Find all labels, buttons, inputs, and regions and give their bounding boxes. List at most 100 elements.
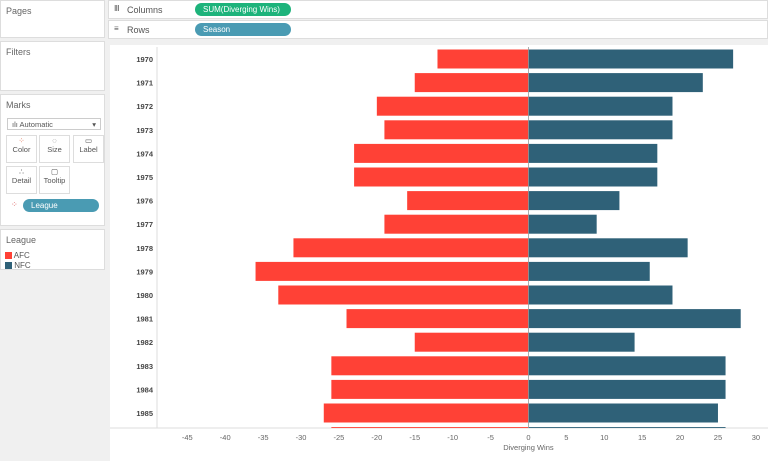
- bar-nfc-1972: [528, 96, 673, 116]
- bar-nfc-1978: [528, 238, 688, 258]
- bar-afc-1981: [346, 309, 529, 329]
- bar-afc-1971: [414, 73, 529, 93]
- legend-card: League AFC NFC: [0, 229, 105, 270]
- rows-shelf[interactable]: ≡ Rows Season: [108, 20, 768, 39]
- year-label: 1982: [136, 338, 153, 347]
- label-label: Label: [79, 145, 98, 154]
- year-label: 1981: [136, 315, 153, 324]
- bar-nfc-1970: [528, 49, 734, 69]
- label-button[interactable]: ▭ Label: [73, 135, 104, 163]
- x-tick-label: -5: [487, 433, 494, 442]
- label-icon: ▭: [84, 136, 93, 145]
- chevron-down-icon: ▾: [92, 120, 96, 129]
- year-label: 1970: [136, 55, 153, 64]
- tooltip-icon: ▢: [50, 167, 59, 176]
- bar-nfc-1986: [528, 427, 726, 428]
- x-tick-label: -20: [371, 433, 382, 442]
- year-label: 1977: [136, 220, 153, 229]
- x-tick-label: -15: [409, 433, 420, 442]
- nfc-label: NFC: [14, 261, 31, 270]
- league-color-pill[interactable]: League: [23, 199, 99, 212]
- legend-item-afc[interactable]: AFC: [5, 251, 30, 260]
- bar-nfc-1976: [528, 191, 620, 211]
- x-tick-label: -30: [296, 433, 307, 442]
- marks-title: Marks: [6, 100, 31, 110]
- x-tick-label: -40: [220, 433, 231, 442]
- x-tick-label: -10: [447, 433, 458, 442]
- bar-afc-1985: [323, 403, 529, 423]
- columns-label: Columns: [127, 5, 163, 15]
- bar-chart-icon: ılı: [12, 120, 20, 129]
- rows-label: Rows: [127, 25, 150, 35]
- bar-afc-1976: [407, 191, 529, 211]
- bar-afc-1970: [437, 49, 529, 69]
- year-label: 1983: [136, 362, 153, 371]
- color-icon: ⁘: [18, 136, 25, 145]
- x-tick-label: 5: [564, 433, 568, 442]
- bar-afc-1980: [278, 285, 529, 305]
- rows-pill-label: Season: [203, 25, 231, 34]
- size-button[interactable]: ◌ Size: [39, 135, 70, 163]
- color-label: Color: [12, 145, 31, 154]
- bar-nfc-1975: [528, 167, 658, 187]
- pages-title: Pages: [6, 6, 32, 16]
- bar-nfc-1981: [528, 309, 741, 329]
- legend-title: League: [6, 235, 37, 245]
- rows-icon: ≡: [114, 24, 119, 33]
- bar-nfc-1977: [528, 214, 597, 234]
- bar-afc-1983: [331, 356, 529, 376]
- year-label: 1985: [136, 409, 153, 418]
- detail-button[interactable]: ∴ Detail: [6, 166, 37, 194]
- year-label: 1974: [136, 149, 154, 158]
- color-field-icon: ⁘: [11, 200, 18, 209]
- mark-type-dropdown[interactable]: ılı Automatic ▾: [7, 118, 101, 130]
- x-tick-label: 15: [638, 433, 646, 442]
- year-label: 1976: [136, 197, 153, 206]
- bar-afc-1986: [331, 427, 529, 428]
- tooltip-button[interactable]: ▢ Tooltip: [39, 166, 70, 194]
- x-tick-label: 0: [526, 433, 530, 442]
- bar-nfc-1979: [528, 261, 650, 281]
- x-tick-label: -45: [182, 433, 193, 442]
- bar-nfc-1974: [528, 143, 658, 163]
- bar-afc-1979: [255, 261, 529, 281]
- bar-nfc-1985: [528, 403, 718, 423]
- x-tick-label: 10: [600, 433, 608, 442]
- bar-afc-1984: [331, 379, 529, 399]
- diverging-bar-chart: 1970 1971 1972 1973 1974 1975 1976 1977 1978 1979…: [110, 45, 768, 461]
- columns-pill[interactable]: SUM(Diverging Wins): [195, 3, 291, 16]
- bar-afc-1974: [354, 143, 529, 163]
- bar-afc-1973: [384, 120, 529, 140]
- size-icon: ◌: [52, 136, 57, 145]
- afc-label: AFC: [13, 251, 30, 260]
- detail-icon: ∴: [19, 167, 24, 176]
- bar-afc-1972: [376, 96, 529, 116]
- year-label: 1979: [136, 267, 153, 276]
- bar-nfc-1973: [528, 120, 673, 140]
- tooltip-label: Tooltip: [43, 176, 66, 185]
- x-axis-title: Diverging Wins: [503, 443, 554, 452]
- columns-shelf[interactable]: Ⅲ Columns SUM(Diverging Wins): [108, 0, 768, 19]
- color-button[interactable]: ⁘ Color: [6, 135, 37, 163]
- bar-afc-1982: [414, 332, 529, 352]
- bar-nfc-1982: [528, 332, 635, 352]
- bar-nfc-1971: [528, 73, 703, 93]
- filters-title: Filters: [6, 47, 31, 57]
- x-tick-label: 30: [752, 433, 760, 442]
- league-pill-label: League: [31, 201, 58, 210]
- x-tick-label: 25: [714, 433, 722, 442]
- filters-card: Filters: [0, 41, 105, 91]
- legend-item-nfc[interactable]: NFC: [5, 261, 31, 270]
- year-label: 1975: [136, 173, 153, 182]
- year-label: 1971: [136, 79, 153, 88]
- bar-afc-1978: [293, 238, 529, 258]
- year-label: 1984: [136, 385, 154, 394]
- bar-nfc-1984: [528, 379, 726, 399]
- year-label: 1978: [136, 244, 153, 253]
- mark-type-value: Automatic: [19, 120, 53, 129]
- bar-afc-1975: [354, 167, 529, 187]
- rows-pill[interactable]: Season: [195, 23, 291, 36]
- columns-icon: Ⅲ: [114, 4, 120, 13]
- year-label: 1973: [136, 126, 153, 135]
- bar-nfc-1983: [528, 356, 726, 376]
